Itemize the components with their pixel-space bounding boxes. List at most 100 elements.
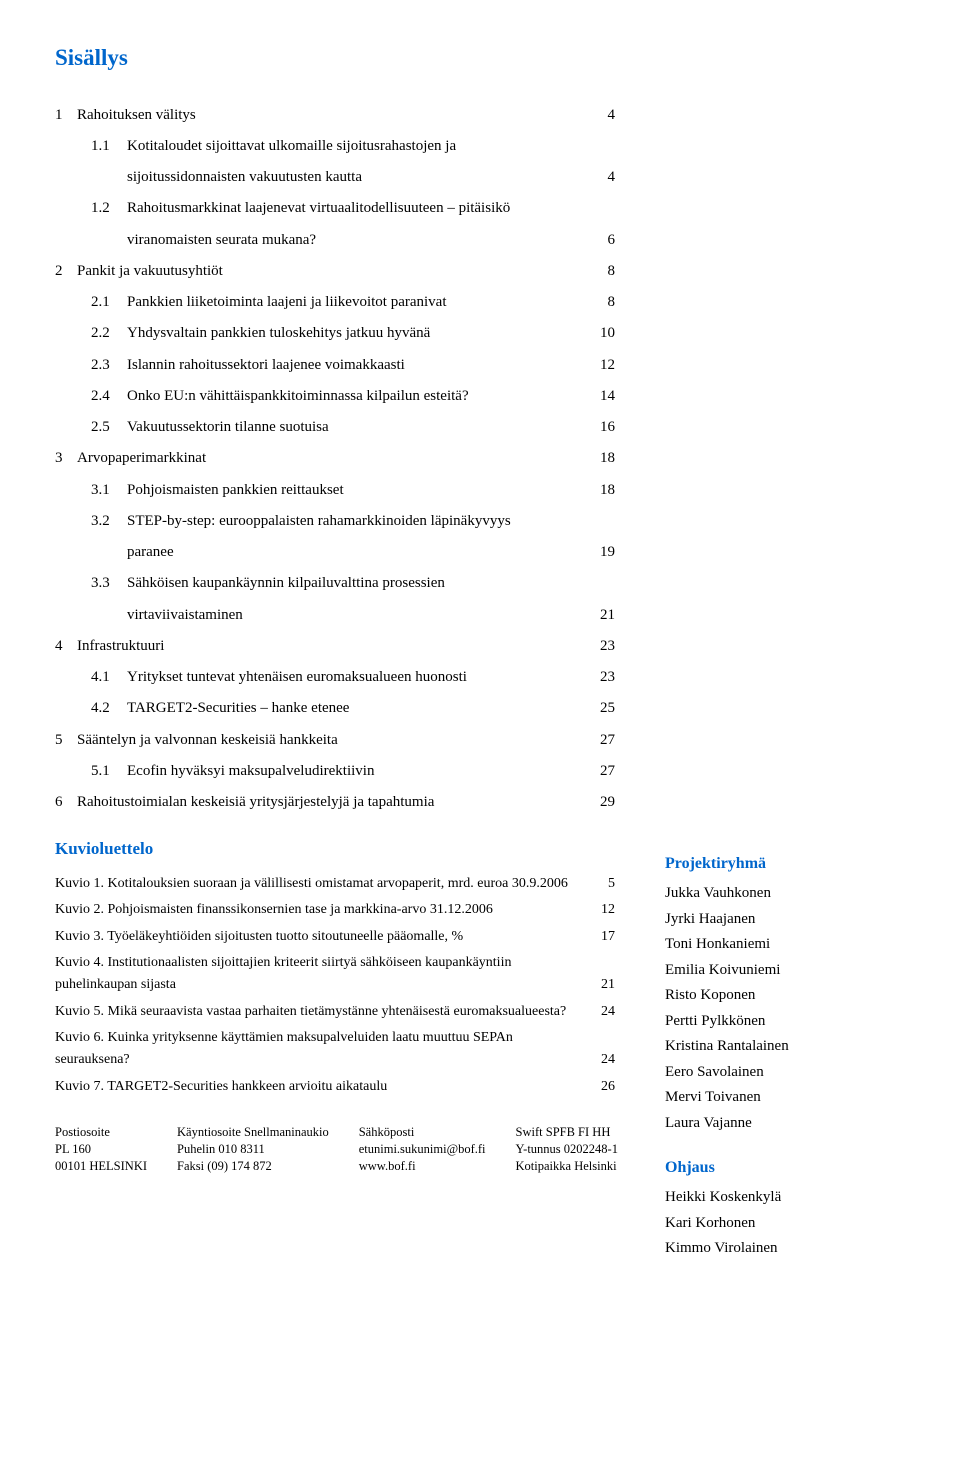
toc-entry: 5Sääntelyn ja valvonnan keskeisiä hankke… bbox=[55, 729, 615, 752]
toc-text: Pohjoismaisten pankkien reittaukset bbox=[127, 479, 585, 502]
team-member: Emilia Koivuniemi bbox=[665, 958, 905, 984]
toc-entry: 1.1Kotitaloudet sijoittavat ulkomaille s… bbox=[55, 135, 615, 158]
figure-entry: Kuvio 6. Kuinka yrityksenne käyttämien m… bbox=[55, 1027, 615, 1072]
team-member: Mervi Toivanen bbox=[665, 1085, 905, 1111]
toc-entry: 6Rahoitustoimialan keskeisiä yritysjärje… bbox=[55, 791, 615, 814]
toc-text: Yritykset tuntevat yhtenäisen euromaksua… bbox=[127, 666, 585, 689]
toc-page: 4 bbox=[585, 104, 615, 127]
toc-subnumber: 1.2 bbox=[55, 197, 127, 220]
toc-subnumber: 2.3 bbox=[55, 354, 127, 377]
toc-text: Rahoitusmarkkinat laajenevat virtuaalito… bbox=[127, 197, 585, 220]
ohjaus-member: Heikki Koskenkylä bbox=[665, 1185, 905, 1211]
toc-text: TARGET2-Securities – hanke etenee bbox=[127, 697, 585, 720]
toc-entry: 3.2STEP-by-step: eurooppalaisten rahamar… bbox=[55, 510, 615, 533]
figure-text: Kuvio 2. Pohjoismaisten finanssikonserni… bbox=[55, 899, 585, 921]
toc-page: 10 bbox=[585, 322, 615, 345]
toc-number: 1 bbox=[55, 104, 77, 127]
toc-text: Ecofin hyväksyi maksupalveludirektiivin bbox=[127, 760, 585, 783]
footer-email: Sähköposti etunimi.sukunimi@bof.fi www.b… bbox=[359, 1124, 486, 1175]
toc-text: Onko EU:n vähittäispankkitoiminnassa kil… bbox=[127, 385, 585, 408]
figure-entry: Kuvio 7. TARGET2-Securities hankkeen arv… bbox=[55, 1076, 615, 1098]
toc-text: Arvopaperimarkkinat bbox=[77, 447, 585, 470]
toc-entry: 2.5Vakuutussektorin tilanne suotuisa16 bbox=[55, 416, 615, 439]
figure-page: 17 bbox=[585, 926, 615, 948]
toc-entry: virtaviivaistaminen21 bbox=[55, 604, 615, 627]
toc-text: Islannin rahoitussektori laajenee voimak… bbox=[127, 354, 585, 377]
toc-entry: 4.1Yritykset tuntevat yhtenäisen euromak… bbox=[55, 666, 615, 689]
toc-subnumber: 3.3 bbox=[55, 572, 127, 595]
toc-entry: 2.4Onko EU:n vähittäispankkitoiminnassa … bbox=[55, 385, 615, 408]
toc-entry: 4.2TARGET2-Securities – hanke etenee25 bbox=[55, 697, 615, 720]
page-title: Sisällys bbox=[55, 40, 910, 76]
figure-text: Kuvio 5. Mikä seuraavista vastaa parhait… bbox=[55, 1001, 585, 1023]
ohjaus-member: Kari Korhonen bbox=[665, 1211, 905, 1237]
figure-entry: Kuvio 4. Institutionaalisten sijoittajie… bbox=[55, 952, 615, 997]
toc-text: Pankit ja vakuutusyhtiöt bbox=[77, 260, 585, 283]
toc-page: 27 bbox=[585, 729, 615, 752]
toc-entry: paranee19 bbox=[55, 541, 615, 564]
toc-entry: 2Pankit ja vakuutusyhtiöt8 bbox=[55, 260, 615, 283]
toc-number: 5 bbox=[55, 729, 77, 752]
toc-page: 4 bbox=[585, 166, 615, 189]
toc-page: 23 bbox=[585, 666, 615, 689]
figure-entry: Kuvio 2. Pohjoismaisten finanssikonserni… bbox=[55, 899, 615, 921]
figure-entry: Kuvio 3. Työeläkeyhtiöiden sijoitusten t… bbox=[55, 926, 615, 948]
toc-subnumber: 1.1 bbox=[55, 135, 127, 158]
toc-page: 8 bbox=[585, 291, 615, 314]
toc-text: Sääntelyn ja valvonnan keskeisiä hankkei… bbox=[77, 729, 585, 752]
toc-text: sijoitussidonnaisten vakuutusten kautta bbox=[55, 166, 585, 189]
toc-number: 2 bbox=[55, 260, 77, 283]
toc-text: Sähköisen kaupankäynnin kilpailuvalttina… bbox=[127, 572, 585, 595]
toc-number: 3 bbox=[55, 447, 77, 470]
team-names: Jukka VauhkonenJyrki HaajanenToni Honkan… bbox=[665, 881, 905, 1136]
team-member: Laura Vajanne bbox=[665, 1111, 905, 1137]
toc-page: 12 bbox=[585, 354, 615, 377]
toc-entry: 2.2Yhdysvaltain pankkien tuloskehitys ja… bbox=[55, 322, 615, 345]
toc-page: 16 bbox=[585, 416, 615, 439]
toc-text: Yhdysvaltain pankkien tuloskehitys jatku… bbox=[127, 322, 585, 345]
toc-number: 4 bbox=[55, 635, 77, 658]
ohjaus-member: Kimmo Virolainen bbox=[665, 1236, 905, 1262]
figure-text: Kuvio 3. Työeläkeyhtiöiden sijoitusten t… bbox=[55, 926, 585, 948]
footer-address: Postiosoite PL 160 00101 HELSINKI bbox=[55, 1124, 147, 1175]
sidebar-team: Projektiryhmä Jukka VauhkonenJyrki Haaja… bbox=[665, 850, 905, 1262]
figure-list: Kuvio 1. Kotitalouksien suoraan ja välil… bbox=[55, 873, 615, 1099]
toc-page: 6 bbox=[585, 229, 615, 252]
footer-swift: Swift SPFB FI HH Y-tunnus 0202248-1 Koti… bbox=[516, 1124, 618, 1175]
toc-text: Rahoituksen välitys bbox=[77, 104, 585, 127]
figure-page: 5 bbox=[585, 873, 615, 895]
toc-entry: 3Arvopaperimarkkinat18 bbox=[55, 447, 615, 470]
toc-entry: 1.2Rahoitusmarkkinat laajenevat virtuaal… bbox=[55, 197, 615, 220]
figure-text: Kuvio 6. Kuinka yrityksenne käyttämien m… bbox=[55, 1027, 585, 1072]
figure-text: Kuvio 4. Institutionaalisten sijoittajie… bbox=[55, 952, 585, 997]
toc-subnumber: 4.2 bbox=[55, 697, 127, 720]
toc-page: 29 bbox=[585, 791, 615, 814]
toc-subnumber: 2.4 bbox=[55, 385, 127, 408]
footer-visit: Käyntiosoite Snellmaninaukio Puhelin 010… bbox=[177, 1124, 329, 1175]
toc-entry: 4Infrastruktuuri23 bbox=[55, 635, 615, 658]
toc-entry: 3.3Sähköisen kaupankäynnin kilpailuvaltt… bbox=[55, 572, 615, 595]
figure-entry: Kuvio 1. Kotitalouksien suoraan ja välil… bbox=[55, 873, 615, 895]
toc-subnumber: 3.2 bbox=[55, 510, 127, 533]
toc-entry: sijoitussidonnaisten vakuutusten kautta4 bbox=[55, 166, 615, 189]
figure-page: 12 bbox=[585, 899, 615, 921]
toc-page: 27 bbox=[585, 760, 615, 783]
toc-page: 23 bbox=[585, 635, 615, 658]
toc-subnumber: 5.1 bbox=[55, 760, 127, 783]
toc-entry: 1Rahoituksen välitys4 bbox=[55, 104, 615, 127]
toc-entry: 2.1Pankkien liiketoiminta laajeni ja lii… bbox=[55, 291, 615, 314]
team-member: Eero Savolainen bbox=[665, 1060, 905, 1086]
toc-subnumber: 2.5 bbox=[55, 416, 127, 439]
ohjaus-heading: Ohjaus bbox=[665, 1154, 905, 1181]
team-member: Kristina Rantalainen bbox=[665, 1034, 905, 1060]
toc-entry: viranomaisten seurata mukana?6 bbox=[55, 229, 615, 252]
toc-entry: 3.1Pohjoismaisten pankkien reittaukset18 bbox=[55, 479, 615, 502]
figure-entry: Kuvio 5. Mikä seuraavista vastaa parhait… bbox=[55, 1001, 615, 1023]
figure-page: 26 bbox=[585, 1076, 615, 1098]
figure-page: 21 bbox=[585, 974, 615, 996]
toc-page: 18 bbox=[585, 479, 615, 502]
toc-page: 21 bbox=[585, 604, 615, 627]
team-heading: Projektiryhmä bbox=[665, 850, 905, 877]
toc-subnumber: 3.1 bbox=[55, 479, 127, 502]
figure-page: 24 bbox=[585, 1001, 615, 1023]
